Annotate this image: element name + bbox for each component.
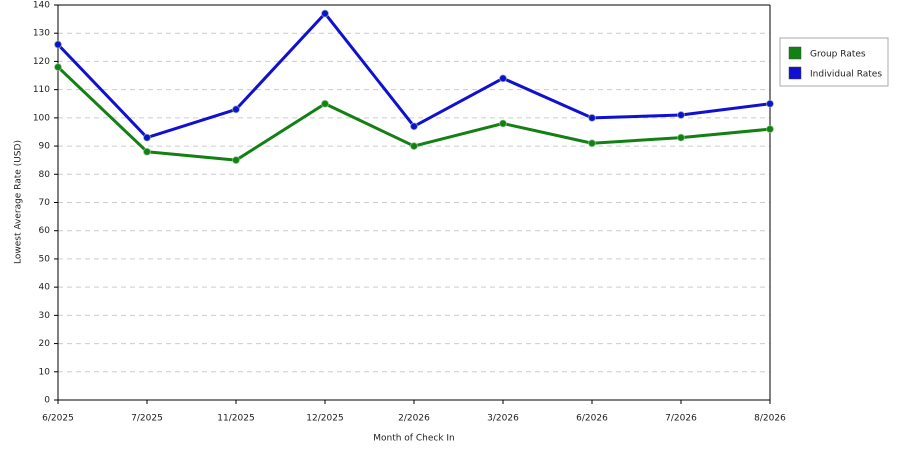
legend-label: Group Rates	[810, 50, 866, 60]
y-tick-label: 40	[39, 283, 51, 293]
x-tick-label: 8/2026	[754, 414, 786, 424]
data-point	[232, 156, 240, 165]
x-tick-label: 7/2025	[131, 414, 163, 424]
legend-swatch	[788, 66, 802, 80]
x-tick-label: 6/2026	[576, 414, 608, 424]
y-tick-label: 90	[39, 142, 51, 152]
data-point	[588, 113, 596, 122]
data-point	[54, 40, 62, 49]
data-point	[410, 122, 418, 131]
y-tick-label: 100	[33, 113, 50, 123]
x-axis-label: Month of Check In	[373, 434, 455, 444]
x-tick-label: 6/2025	[42, 414, 74, 424]
data-point	[410, 142, 418, 151]
y-tick-label: 50	[39, 254, 51, 264]
data-point	[677, 111, 685, 120]
data-point	[499, 119, 507, 128]
y-tick-label: 80	[39, 170, 51, 180]
legend-label: Individual Rates	[810, 70, 882, 80]
y-tick-label: 10	[39, 367, 51, 377]
y-tick-label: 110	[33, 85, 50, 95]
x-tick-label: 12/2025	[306, 414, 343, 424]
y-tick-label: 30	[39, 311, 51, 321]
data-point	[143, 133, 151, 142]
data-point	[321, 9, 329, 18]
y-tick-label: 130	[33, 29, 50, 39]
y-tick-label: 0	[44, 396, 50, 406]
y-tick-label: 20	[39, 339, 51, 349]
y-tick-label: 140	[33, 1, 50, 11]
data-point	[54, 63, 62, 72]
y-tick-label: 60	[39, 226, 51, 236]
x-tick-label: 7/2026	[665, 414, 697, 424]
data-point	[232, 105, 240, 114]
data-point	[321, 99, 329, 108]
data-point	[143, 147, 151, 156]
x-tick-label: 3/2026	[487, 414, 519, 424]
y-axis-label: Lowest Average Rate (USD)	[14, 140, 24, 264]
x-tick-label: 2/2026	[398, 414, 430, 424]
data-point	[766, 99, 774, 108]
legend-swatch	[788, 46, 802, 60]
y-tick-label: 120	[33, 57, 50, 67]
x-tick-label: 11/2025	[217, 414, 254, 424]
y-tick-label: 70	[39, 198, 51, 208]
data-point	[677, 133, 685, 142]
data-point	[766, 125, 774, 134]
data-point	[499, 74, 507, 83]
data-point	[588, 139, 596, 148]
